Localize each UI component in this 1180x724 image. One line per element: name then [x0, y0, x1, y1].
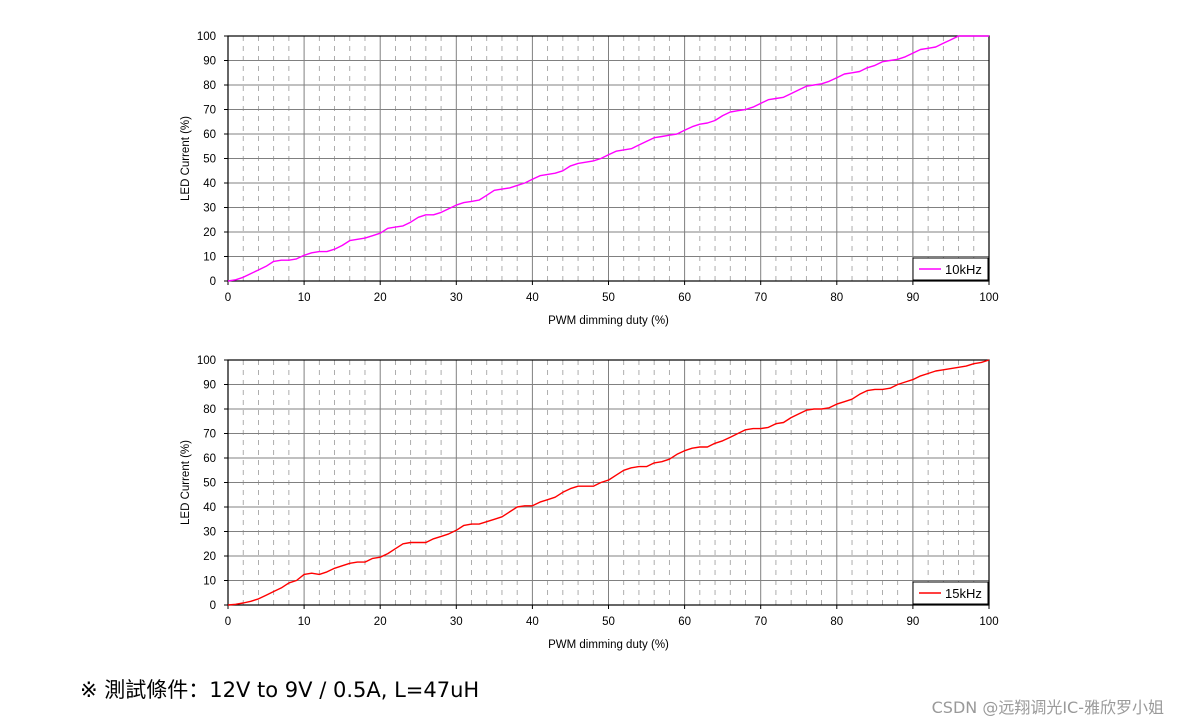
- y-axis-label: LED Current (%): [180, 116, 192, 201]
- y-tick-label: 30: [203, 527, 216, 539]
- series-line: [227, 359, 990, 606]
- y-tick-label: 20: [203, 551, 216, 563]
- y-tick-label: 70: [203, 429, 216, 441]
- x-tick-label: 80: [830, 292, 843, 304]
- x-tick-label: 70: [754, 292, 767, 304]
- y-tick-label: 70: [203, 105, 216, 117]
- x-tick-label: 90: [907, 292, 920, 304]
- x-tick-label: 30: [450, 292, 463, 304]
- x-tick-label: 100: [979, 292, 998, 304]
- x-tick-label: 30: [450, 616, 463, 628]
- y-tick-label: 0: [210, 600, 216, 612]
- y-tick-label: 90: [203, 56, 216, 68]
- x-tick-label: 0: [225, 292, 231, 304]
- y-tick-label: 90: [203, 380, 216, 392]
- x-tick-label: 20: [374, 616, 387, 628]
- test-conditions-text: 測試條件：12V to 9V / 0.5A, L=47uH: [97, 678, 480, 702]
- x-tick-label: 50: [602, 616, 615, 628]
- x-tick-label: 40: [526, 616, 539, 628]
- y-tick-label: 100: [197, 31, 216, 43]
- x-axis-label: PWM dimming duty (%): [548, 639, 669, 651]
- y-tick-label: 50: [203, 154, 216, 166]
- legend-box: [912, 581, 989, 605]
- x-tick-label: 90: [907, 616, 920, 628]
- test-conditions-note: ※ 測試條件：12V to 9V / 0.5A, L=47uH: [80, 674, 479, 704]
- y-tick-label: 100: [197, 355, 216, 367]
- y-tick-label: 10: [203, 252, 216, 264]
- x-tick-label: 60: [678, 292, 691, 304]
- y-tick-label: 40: [203, 178, 216, 190]
- x-tick-label: 10: [298, 616, 311, 628]
- y-tick-label: 10: [203, 576, 216, 588]
- y-tick-label: 30: [203, 203, 216, 215]
- y-tick-label: 80: [203, 80, 216, 92]
- x-axis-label: PWM dimming duty (%): [548, 315, 669, 327]
- legend-label: 10kHz: [945, 262, 982, 277]
- legend-label: 15kHz: [945, 586, 982, 601]
- x-tick-label: 60: [678, 616, 691, 628]
- y-tick-label: 60: [203, 453, 216, 465]
- series-line: [227, 35, 989, 282]
- x-tick-label: 20: [374, 292, 387, 304]
- x-tick-label: 50: [602, 292, 615, 304]
- x-tick-label: 100: [979, 616, 998, 628]
- y-tick-label: 60: [203, 129, 216, 141]
- legend-box: [912, 257, 989, 281]
- watermark: CSDN @远翔调光IC-雅欣罗小姐: [931, 698, 1164, 717]
- y-tick-label: 80: [203, 404, 216, 416]
- y-tick-label: 40: [203, 502, 216, 514]
- chart-15khz: 0 10 20 30 40 50 60 70 80 90 100 0 10 20 30 40 50 60 70 80 9…: [180, 355, 999, 651]
- y-tick-label: 20: [203, 227, 216, 239]
- x-tick-label: 70: [754, 616, 767, 628]
- x-tick-label: 10: [298, 292, 311, 304]
- x-tick-label: 80: [830, 616, 843, 628]
- x-tick-label: 0: [225, 616, 231, 628]
- x-tick-label: 40: [526, 292, 539, 304]
- reference-mark: ※: [80, 678, 98, 702]
- y-tick-label: 50: [203, 478, 216, 490]
- y-axis-label: LED Current (%): [180, 440, 192, 525]
- chart-10khz: 0 10 20 30 40 50 60 70 80 90 100 0 10 20 30 40 50 60 70 80 9…: [180, 31, 999, 327]
- y-tick-label: 0: [210, 276, 216, 288]
